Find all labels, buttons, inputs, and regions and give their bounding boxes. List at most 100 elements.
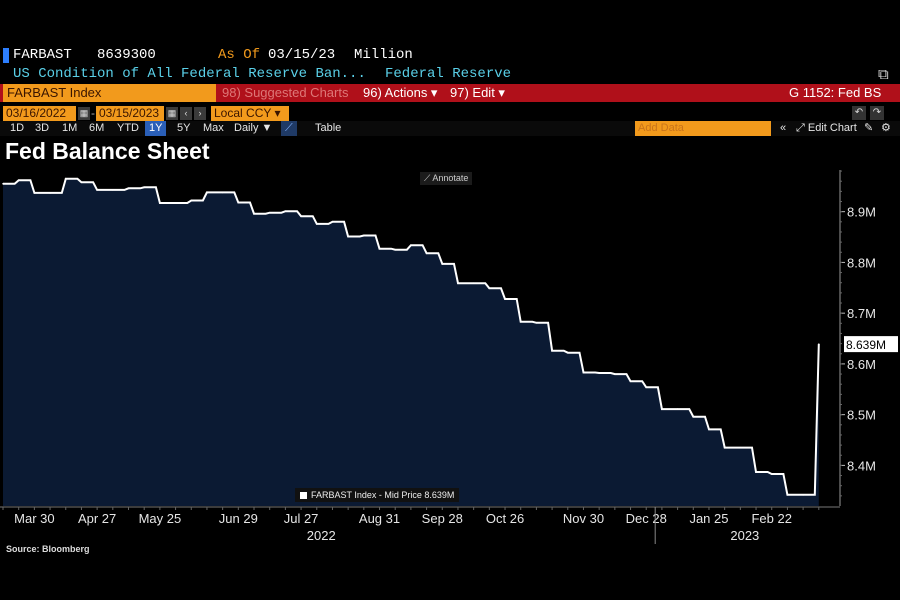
- data-point: [566, 351, 569, 354]
- data-point: [410, 244, 412, 246]
- x-tick-label: Apr 27: [78, 511, 116, 526]
- table-button[interactable]: Table: [315, 122, 342, 134]
- selection-marker: [3, 48, 9, 63]
- data-point: [802, 494, 804, 496]
- popout-icon[interactable]: ⧉: [878, 67, 889, 84]
- data-point: [535, 322, 538, 324]
- data-point: [755, 471, 757, 473]
- date-range-row: 03/16/2022 ▦ - 03/15/2023 ▦ ‹ › Local CC…: [0, 106, 900, 121]
- edit-chart-button[interactable]: ⤢ Edit Chart: [796, 122, 857, 134]
- data-point: [331, 221, 334, 223]
- data-point: [786, 494, 789, 496]
- annotate-label: Annotate: [432, 173, 469, 183]
- data-point: [661, 408, 663, 410]
- range-max[interactable]: Max: [203, 122, 224, 134]
- range-ytd[interactable]: YTD: [117, 122, 139, 134]
- data-point: [551, 349, 553, 352]
- data-point: [441, 263, 444, 265]
- data-point: [363, 234, 365, 237]
- data-point: [284, 210, 287, 212]
- add-data-input[interactable]: Add Data: [635, 121, 771, 136]
- pencil-icon[interactable]: ✎: [864, 122, 874, 134]
- legend: FARBAST Index - Mid Price 8.639M: [295, 488, 460, 502]
- start-date-input[interactable]: 03/16/2022: [3, 106, 76, 121]
- data-point: [315, 223, 318, 225]
- as-of-label: As Of: [218, 47, 261, 63]
- range-1m[interactable]: 1M: [62, 122, 78, 134]
- data-point: [645, 386, 648, 389]
- range-6m[interactable]: 6M: [89, 122, 105, 134]
- data-point: [190, 199, 193, 202]
- data-point: [2, 182, 4, 185]
- redo-icon[interactable]: ↷: [870, 106, 884, 120]
- ticker-symbol: FARBAST: [13, 47, 72, 63]
- year-label: 2023: [730, 528, 759, 543]
- actions-menu[interactable]: 96) Actions ▾: [363, 85, 438, 100]
- data-point: [33, 192, 36, 194]
- data-point: [17, 179, 20, 182]
- frequency-select[interactable]: Daily ▼: [234, 122, 273, 134]
- y-tick-label: 8.8M: [847, 255, 876, 270]
- range-5y[interactable]: 5Y: [177, 122, 191, 134]
- data-point: [488, 287, 491, 290]
- data-point: [739, 446, 742, 449]
- x-tick-label: Sep 28: [422, 511, 463, 526]
- data-point: [127, 187, 130, 190]
- x-tick-label: Nov 30: [563, 511, 604, 526]
- next-period-icon[interactable]: ›: [194, 107, 206, 120]
- data-point: [174, 202, 177, 204]
- data-point: [80, 181, 83, 184]
- edit-menu[interactable]: 97) Edit ▾: [450, 85, 505, 100]
- data-point: [237, 201, 240, 204]
- suggested-charts-button[interactable]: 98) Suggested Charts: [222, 85, 349, 100]
- range-selector-row: 1D 3D 1M 6M YTD 1Y 5Y Max Daily ▼ ⟋ Tabl…: [0, 121, 900, 136]
- x-tick-label: Mar 30: [14, 511, 54, 526]
- security-description: US Condition of All Federal Reserve Ban.…: [13, 66, 366, 82]
- x-tick-label: Feb 22: [751, 511, 791, 526]
- data-point: [347, 235, 349, 238]
- data-point: [253, 212, 255, 215]
- calendar-icon[interactable]: ▦: [166, 107, 178, 120]
- undo-icon[interactable]: ↶: [852, 106, 866, 120]
- edit-chart-label: Edit Chart: [807, 122, 857, 134]
- source-note: Source: Bloomberg: [6, 544, 90, 554]
- chart-title: Fed Balance Sheet: [5, 138, 210, 164]
- range-1d[interactable]: 1D: [10, 122, 25, 134]
- calendar-icon[interactable]: ▦: [78, 107, 90, 120]
- x-tick-label: Jul 27: [284, 511, 319, 526]
- range-1y[interactable]: 1Y: [145, 121, 167, 136]
- x-tick-label: Dec 28: [626, 511, 667, 526]
- data-point: [268, 211, 271, 214]
- data-point: [817, 343, 820, 345]
- data-point: [64, 177, 67, 180]
- last-value-box: [844, 336, 898, 353]
- data-point: [378, 247, 381, 250]
- end-date-input[interactable]: 03/15/2023: [96, 106, 164, 121]
- data-point: [221, 191, 224, 194]
- collapse-icon[interactable]: «: [780, 122, 787, 134]
- last-value: 8639300: [97, 47, 156, 63]
- last-value-label: 8.639M: [846, 338, 886, 352]
- data-point: [504, 298, 506, 300]
- chart-area: 8.9M 8.8M 8.7M 8.6M 8.5M 8.4M 8.639M Mar 30 Apr …: [0, 170, 898, 544]
- data-point: [676, 408, 679, 410]
- data-point: [472, 282, 475, 285]
- data-point: [519, 320, 522, 323]
- data-point: [96, 189, 98, 191]
- currency-select[interactable]: Local CCY ▾: [211, 106, 289, 121]
- settings-icon[interactable]: ⚙: [881, 122, 891, 134]
- security-input[interactable]: FARBAST Index: [3, 84, 216, 102]
- data-point: [598, 372, 600, 374]
- data-point: [49, 192, 51, 194]
- x-tick-label: Jan 25: [689, 511, 728, 526]
- prev-period-icon[interactable]: ‹: [180, 107, 192, 120]
- data-point: [770, 473, 773, 475]
- data-point: [708, 428, 710, 431]
- line-chart-icon[interactable]: ⟋: [281, 121, 297, 136]
- unit-label: Million: [354, 47, 413, 63]
- annotate-button[interactable]: ⟋ Annotate: [420, 172, 473, 185]
- source-name: Federal Reserve: [385, 66, 512, 82]
- range-3d[interactable]: 3D: [35, 122, 50, 134]
- legend-swatch: [300, 492, 307, 500]
- x-tick-label: Aug 31: [359, 511, 400, 526]
